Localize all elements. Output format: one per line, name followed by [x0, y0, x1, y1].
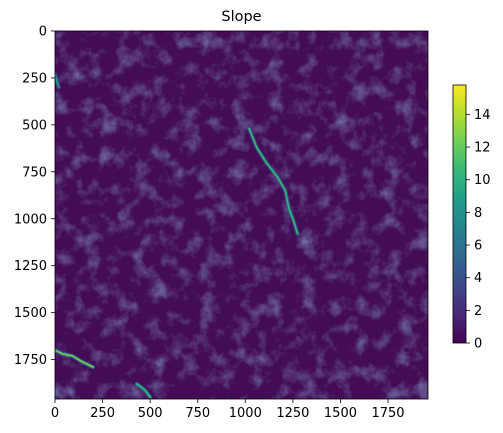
colorbar-tick-label: 4: [474, 271, 482, 286]
heatmap-feature: [136, 383, 151, 398]
x-tick-label: 0: [51, 406, 59, 421]
x-tick-label: 1500: [324, 406, 357, 421]
heatmap-feature: [248, 127, 299, 235]
colorbar-tick-label: 10: [474, 173, 491, 188]
x-tick-label: 1750: [371, 406, 404, 421]
heatmap-feature: [55, 73, 60, 89]
x-axis: 0 250 500 750 1000 1250 1500 1750: [51, 399, 405, 421]
x-tick-label: 1000: [229, 406, 262, 421]
colorbar-tick-label: 8: [474, 206, 482, 221]
x-tick-label: 250: [90, 406, 115, 421]
y-tick-label: 1250: [14, 259, 47, 274]
colorbar-tick-label: 14: [474, 108, 491, 123]
y-tick-label: 0: [39, 25, 47, 40]
x-tick-label: 500: [138, 406, 163, 421]
heatmap-texture: [55, 31, 428, 399]
y-axis: 0 250 500 750 1000 1250 1500 1750: [14, 25, 55, 368]
heatmap-features: [55, 72, 300, 399]
colorbar-ticks: 0 2 4 6 8 10 12 14: [466, 108, 491, 352]
y-tick-label: 250: [22, 71, 47, 86]
colorbar-tick-label: 0: [474, 337, 482, 352]
colorbar: 0 2 4 6 8 10 12 14: [452, 84, 491, 352]
colorbar-tick-label: 6: [474, 239, 482, 254]
plot-frame: [54, 30, 429, 400]
y-tick-label: 1750: [14, 353, 47, 368]
x-tick-label: 750: [185, 406, 210, 421]
chart-title: Slope: [221, 9, 261, 25]
y-tick-label: 1000: [14, 212, 47, 227]
colorbar-gradient: [452, 84, 467, 344]
y-tick-label: 500: [22, 118, 47, 133]
y-tick-label: 750: [22, 165, 47, 180]
x-tick-label: 1250: [276, 406, 309, 421]
colorbar-tick-label: 12: [474, 141, 491, 156]
colorbar-tick-label: 2: [474, 304, 482, 319]
heatmap-feature: [55, 349, 94, 368]
heatmap-image: [55, 31, 428, 399]
y-tick-label: 1500: [14, 306, 47, 321]
